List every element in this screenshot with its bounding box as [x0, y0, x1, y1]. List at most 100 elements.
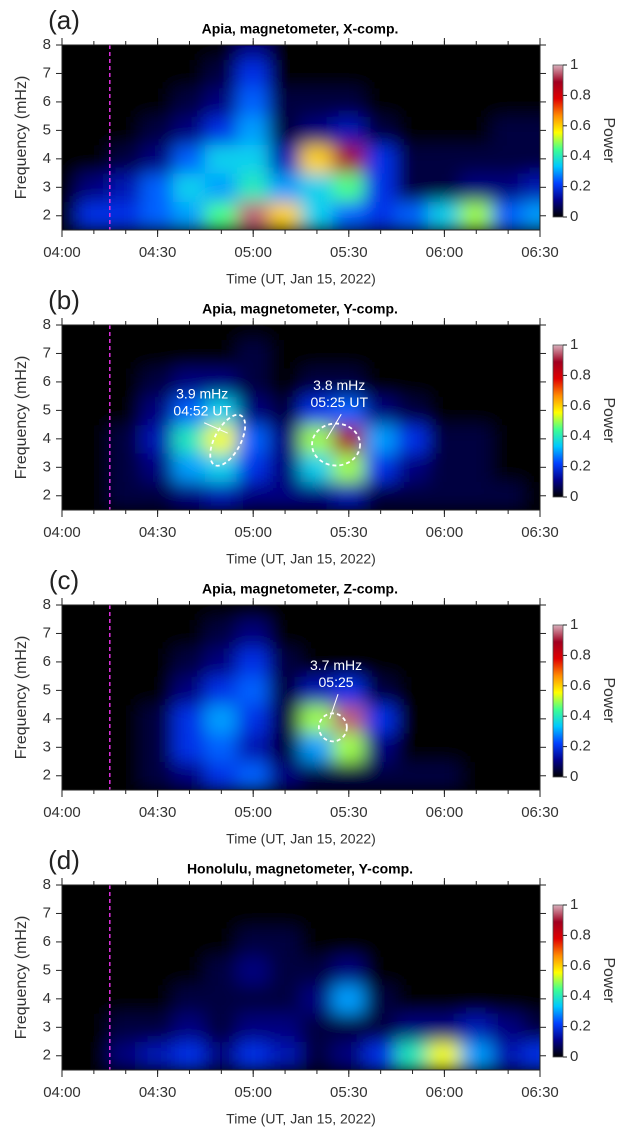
heatmap-cell — [491, 201, 525, 230]
x-tick-label: 05:30 — [330, 1084, 368, 1101]
heatmap-cell — [173, 58, 206, 89]
heatmap-cell — [77, 58, 111, 89]
heatmap-cell — [62, 452, 79, 483]
heatmap-cell — [491, 984, 525, 1014]
heatmap-cell — [523, 452, 540, 483]
heatmap-cell — [236, 761, 270, 790]
heatmap-cell — [332, 45, 366, 60]
heatmap-cell — [77, 955, 111, 986]
heatmap-cell — [62, 367, 79, 397]
heatmap-cell — [523, 144, 540, 174]
colorbar-tick-label: 0.8 — [570, 86, 591, 103]
heatmap-cell — [268, 201, 302, 230]
heatmap-cell — [491, 481, 525, 510]
y-tick-label: 2 — [43, 207, 51, 224]
heatmap-cell — [491, 1012, 525, 1043]
heatmap-cell — [62, 1012, 79, 1043]
heatmap-cell — [204, 732, 238, 763]
heatmap-cell — [109, 58, 143, 89]
x-tick-label: 04:00 — [43, 1084, 81, 1101]
heatmap-cell — [459, 172, 493, 203]
heatmap-cell — [491, 647, 525, 677]
heatmap-cell — [523, 761, 540, 790]
heatmap-cell — [109, 338, 143, 369]
panel-label: (b) — [48, 285, 80, 315]
x-axis-label: Time (UT, Jan 15, 2022) — [226, 831, 376, 847]
y-tick-label: 2 — [43, 767, 51, 784]
heatmap-cell — [332, 1041, 366, 1070]
heatmap-cell — [77, 704, 111, 734]
panel: (a) Apia, magnetometer, X-comp. 04:00 04:30… — [13, 5, 617, 287]
heatmap-cell — [491, 1041, 525, 1070]
heatmap-cell — [109, 1041, 143, 1070]
heatmap-cell — [396, 618, 429, 649]
x-tick-label: 05:00 — [234, 804, 272, 821]
colorbar — [552, 64, 564, 218]
y-tick-label: 7 — [43, 624, 51, 641]
x-tick-label: 04:30 — [139, 1084, 177, 1101]
heatmap-cell — [109, 115, 143, 146]
heatmap-cell — [204, 955, 238, 986]
heatmap-cell — [204, 115, 238, 146]
heatmap-cell — [364, 395, 398, 426]
y-axis-label: Frequency (mHz) — [13, 76, 30, 200]
heatmap-cell — [332, 481, 366, 510]
heatmap-cell — [77, 201, 111, 230]
heatmap-cell — [332, 732, 366, 763]
chart-title: Apia, magnetometer, Z-comp. — [202, 581, 398, 597]
heatmap-cell — [332, 424, 366, 454]
heatmap-cell — [396, 761, 429, 790]
heatmap-cell — [523, 172, 540, 203]
heatmap-cell — [396, 452, 429, 483]
heatmap-cell — [109, 675, 143, 706]
heatmap-cell — [427, 424, 461, 454]
heatmap-cell — [459, 424, 493, 454]
heatmap-cell — [204, 1041, 238, 1070]
heatmap-cell — [268, 452, 302, 483]
heatmap-cell — [141, 984, 175, 1014]
heatmap-cell — [427, 201, 461, 230]
heatmap-cell — [141, 647, 175, 677]
heatmap-cell — [141, 452, 175, 483]
heatmap-cell — [62, 618, 79, 649]
heatmap-cell — [77, 481, 111, 510]
heatmap-cell — [300, 647, 334, 677]
heatmap-cell — [77, 367, 111, 397]
heatmap-cell — [396, 338, 429, 369]
heatmap-cells — [62, 885, 540, 1070]
heatmap-cell — [236, 618, 270, 649]
heatmap-cell — [141, 87, 175, 117]
heatmap-cell — [523, 115, 540, 146]
heatmap-cell — [173, 325, 206, 340]
heatmap-cell — [204, 87, 238, 117]
x-tick-label: 06:00 — [426, 1084, 464, 1101]
heatmap-cell — [523, 885, 540, 900]
heatmap-cell — [459, 605, 493, 620]
heatmap-cell — [236, 115, 270, 146]
heatmap-cell — [204, 367, 238, 397]
heatmap-cell — [173, 115, 206, 146]
colorbar — [552, 904, 564, 1058]
heatmap-cell — [77, 675, 111, 706]
heatmap-cell — [332, 58, 366, 89]
heatmap-cell — [109, 1012, 143, 1043]
heatmap-cell — [364, 115, 398, 146]
heatmap-cell — [300, 1041, 334, 1070]
plot-frame — [61, 44, 541, 231]
x-tick-label: 06:30 — [521, 1084, 559, 1101]
panel: (c) Apia, magnetometer, Z-comp.3.7 mHz05:… — [13, 565, 617, 847]
heatmap-cell — [62, 647, 79, 677]
x-axis-label: Time (UT, Jan 15, 2022) — [226, 271, 376, 287]
heatmap-cell — [204, 605, 238, 620]
heatmap-cell — [204, 338, 238, 369]
heatmap-cell — [332, 647, 366, 677]
heatmap-cell — [268, 115, 302, 146]
heatmap-cell — [109, 395, 143, 426]
heatmap-cell — [459, 984, 493, 1014]
x-tick-label: 05:00 — [234, 524, 272, 541]
heatmap-cell — [62, 395, 79, 426]
x-tick-label: 04:00 — [43, 524, 81, 541]
heatmap-cell — [523, 424, 540, 454]
heatmap-cell — [332, 172, 366, 203]
heatmap-cell — [491, 325, 525, 340]
